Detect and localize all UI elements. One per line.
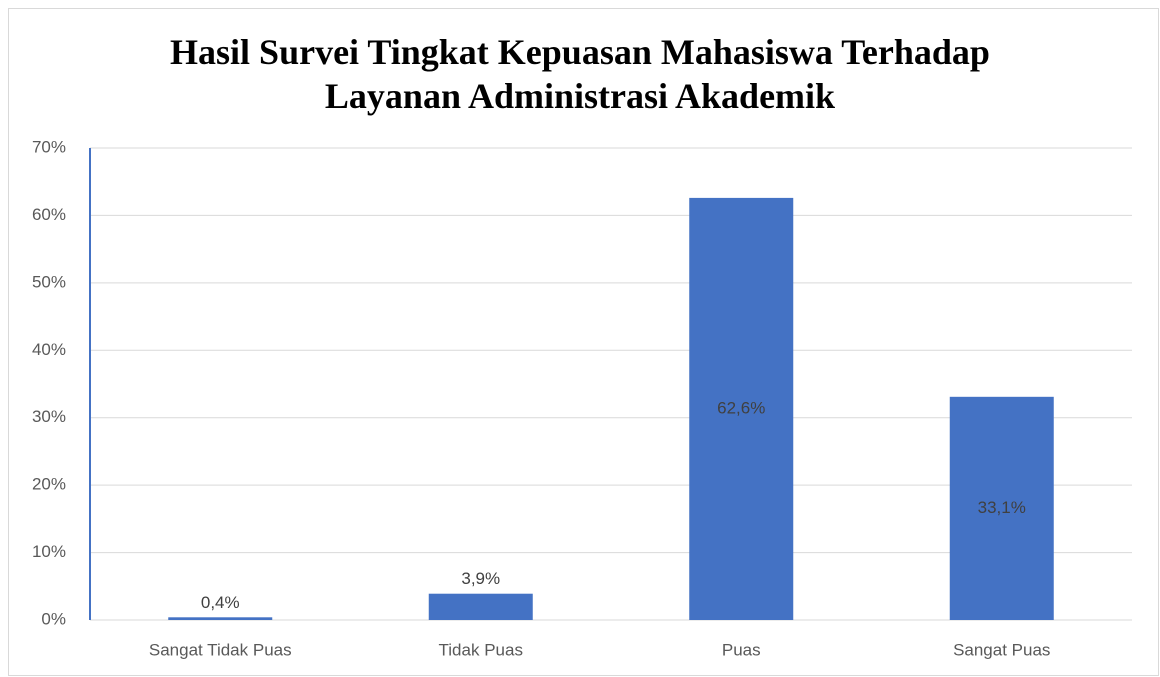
bar xyxy=(689,197,794,620)
chart-title: Hasil Survei Tingkat Kepuasan Mahasiswa … xyxy=(170,32,990,116)
data-label: 0,4% xyxy=(201,593,240,612)
y-tick-label: 50% xyxy=(32,272,66,291)
x-tick-label: Tidak Puas xyxy=(439,640,523,659)
y-tick-label: 20% xyxy=(32,475,66,494)
data-label: 62,6% xyxy=(717,398,765,417)
bar xyxy=(168,617,273,620)
data-label: 3,9% xyxy=(461,569,500,588)
x-tick-label: Puas xyxy=(722,640,761,659)
y-tick-label: 40% xyxy=(32,340,66,359)
y-tick-label: 10% xyxy=(32,542,66,561)
y-tick-label: 0% xyxy=(41,609,66,628)
chart-border xyxy=(8,8,1159,676)
bar xyxy=(949,396,1054,620)
y-tick-label: 30% xyxy=(32,407,66,426)
x-tick-label: Sangat Tidak Puas xyxy=(149,640,292,659)
x-tick-label: Sangat Puas xyxy=(953,640,1050,659)
data-label: 33,1% xyxy=(978,498,1026,517)
y-tick-label: 60% xyxy=(32,205,66,224)
bar xyxy=(428,593,533,620)
y-tick-label: 70% xyxy=(32,137,66,156)
